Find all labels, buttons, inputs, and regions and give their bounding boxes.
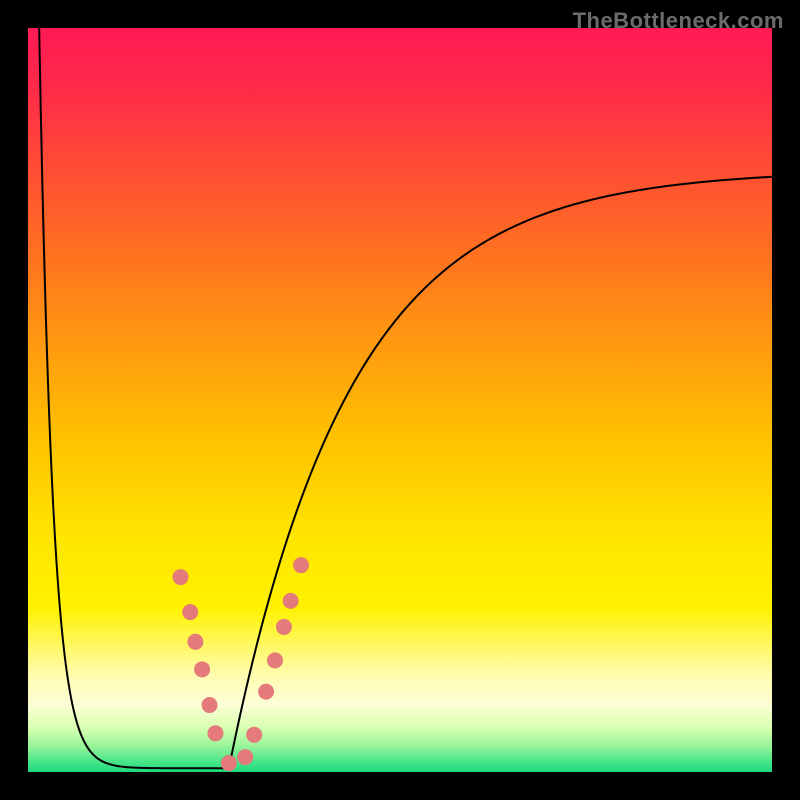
data-dot [258, 684, 274, 700]
data-dot [221, 755, 237, 771]
data-dot [173, 569, 189, 585]
data-dot [182, 604, 198, 620]
data-dot [267, 652, 283, 668]
data-dot [237, 749, 253, 765]
frame-border-right [772, 0, 800, 800]
data-dot [276, 619, 292, 635]
data-dot [187, 634, 203, 650]
data-dot [202, 697, 218, 713]
bottleneck-chart-root: TheBottleneck.com [0, 0, 800, 800]
gradient-background [28, 28, 772, 772]
data-dot [293, 557, 309, 573]
data-dot [283, 593, 299, 609]
data-dot [246, 727, 262, 743]
data-dot [194, 661, 210, 677]
frame-border-left [0, 0, 28, 800]
frame-border-bottom [0, 772, 800, 800]
data-dot [207, 725, 223, 741]
chart-svg [0, 0, 800, 800]
watermark-text: TheBottleneck.com [573, 8, 784, 34]
